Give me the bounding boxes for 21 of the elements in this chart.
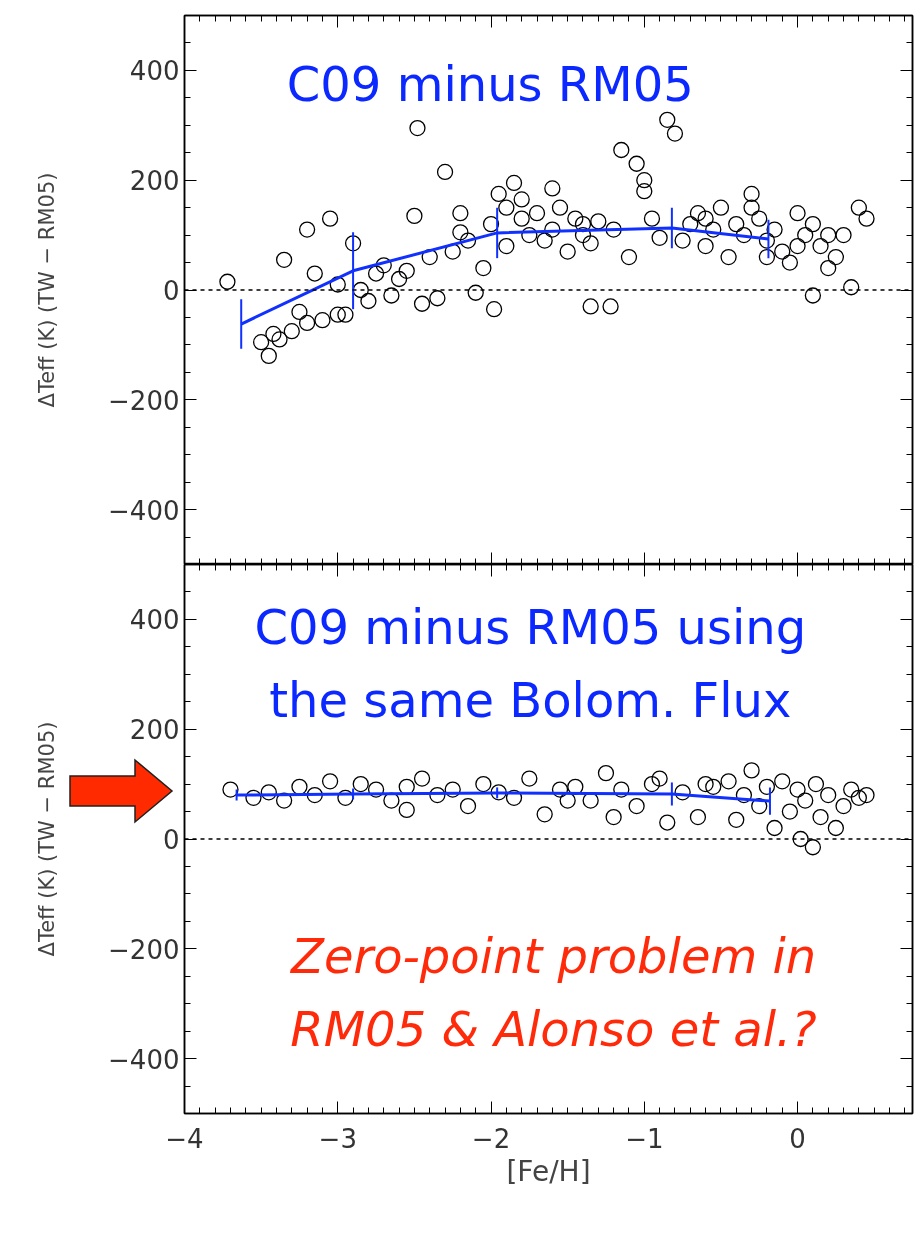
- y-tick-label: −400: [108, 1044, 180, 1075]
- y-axis-title: ΔTeff (K) (TW − RM05): [35, 172, 60, 408]
- annotation: Zero-point problem in RM05 & Alonso et al.?: [289, 928, 817, 1058]
- x-axis-title: [Fe/H]: [506, 1154, 591, 1188]
- x-tick-label: −2: [471, 1123, 511, 1154]
- y-tick-label: −200: [108, 934, 180, 965]
- x-tick-label: −1: [625, 1123, 664, 1154]
- x-tick-label: −4: [165, 1123, 204, 1154]
- x-tick-label: −3: [318, 1123, 357, 1154]
- y-tick-label: 0: [162, 825, 180, 855]
- annotation: C09 minus RM05 using the same Bolom. Flux: [254, 598, 807, 728]
- annotation: C09 minus RM05: [286, 56, 694, 113]
- y-axis-title: ΔTeff (K) (TW − RM05): [35, 721, 60, 957]
- y-tick-label: −200: [108, 385, 180, 416]
- y-tick-label: 400: [129, 605, 180, 636]
- y-tick-label: 200: [129, 166, 180, 197]
- y-tick-label: −400: [108, 495, 180, 526]
- y-tick-label: 0: [162, 276, 180, 306]
- y-tick-label: 400: [129, 56, 180, 87]
- x-tick-label: 0: [789, 1123, 806, 1154]
- y-tick-label: 200: [129, 715, 180, 746]
